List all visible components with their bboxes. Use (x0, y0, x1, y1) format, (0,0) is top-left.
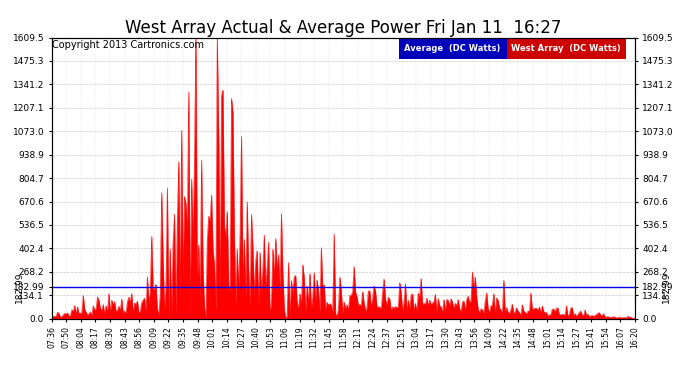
Text: West Array  (DC Watts): West Array (DC Watts) (511, 44, 621, 52)
Text: 182.99: 182.99 (15, 271, 24, 303)
Bar (399, 38, 506, 58)
Text: 182.99: 182.99 (662, 271, 671, 303)
Text: Average  (DC Watts): Average (DC Watts) (404, 44, 501, 52)
Text: Copyright 2013 Cartronics.com: Copyright 2013 Cartronics.com (52, 40, 204, 50)
Bar (506, 38, 626, 58)
Title: West Array Actual & Average Power Fri Jan 11  16:27: West Array Actual & Average Power Fri Ja… (125, 20, 562, 38)
